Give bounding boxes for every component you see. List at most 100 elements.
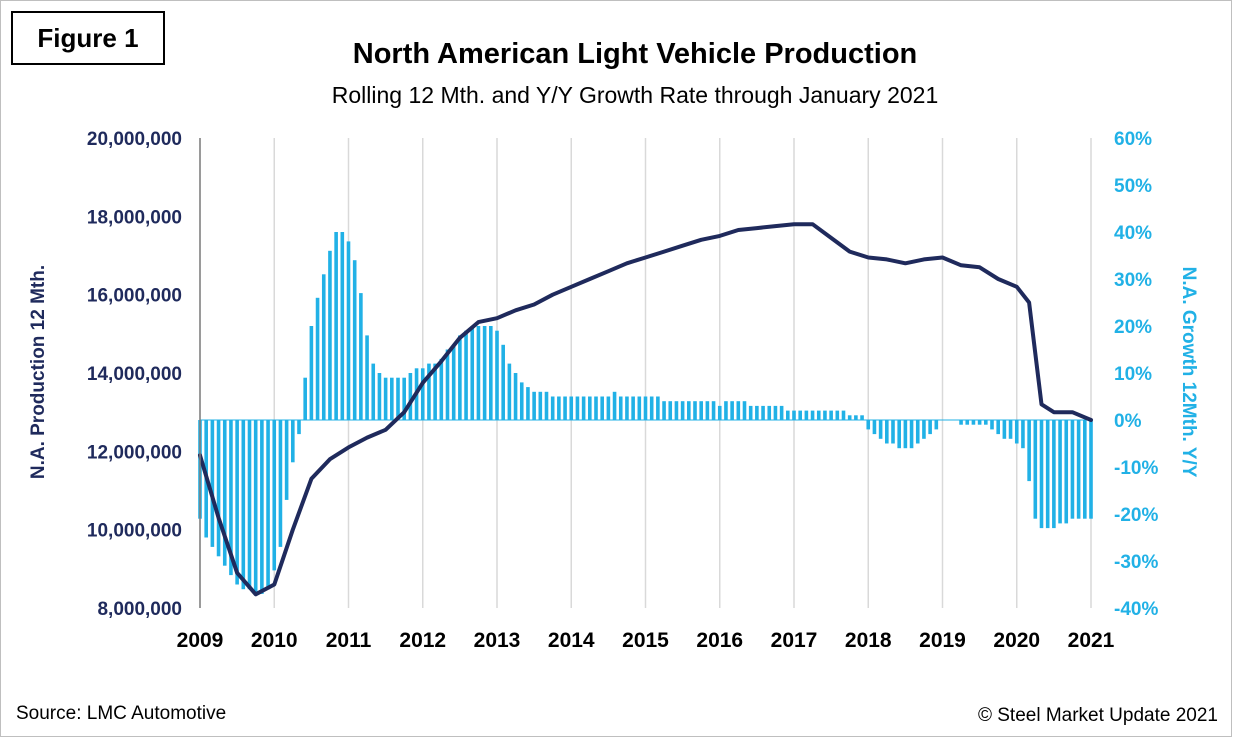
x-tick-label: 2012: [399, 629, 446, 652]
growth-bar: [742, 401, 747, 420]
growth-bar: [359, 293, 363, 420]
right-tick-label: 10%: [1114, 364, 1152, 385]
x-tick-label: 2014: [548, 629, 595, 652]
growth-bar: [569, 396, 574, 420]
growth-bar: [315, 297, 320, 420]
growth-bar: [1002, 420, 1007, 439]
x-tick-label: 2021: [1068, 629, 1115, 652]
chart-subtitle: Rolling 12 Mth. and Y/Y Growth Rate thro…: [331, 82, 939, 108]
growth-bar: [427, 363, 431, 420]
growth-bar: [328, 250, 332, 420]
growth-bars: [198, 232, 1093, 594]
growth-bar: [408, 373, 413, 420]
right-tick-label: -10%: [1114, 458, 1158, 479]
growth-bar: [544, 391, 549, 420]
right-tick-label: 0%: [1114, 411, 1142, 432]
growth-bar: [872, 420, 877, 435]
growth-bar: [674, 401, 679, 420]
x-tick-label: 2010: [251, 629, 298, 652]
left-tick-label: 20,000,000: [87, 129, 182, 150]
growth-bar: [1008, 420, 1013, 439]
growth-bar: [792, 410, 796, 420]
growth-bar: [600, 396, 604, 420]
growth-bar: [971, 420, 976, 425]
growth-bar: [786, 410, 790, 420]
right-tick-label: 60%: [1114, 129, 1152, 150]
growth-bar: [903, 420, 908, 449]
growth-bar: [526, 387, 530, 420]
growth-bar: [878, 420, 883, 439]
growth-bar: [581, 396, 586, 420]
right-axis-ticks: -40% -30% -20% -10% 0% 10% 20% 30% 40% 50% 60%: [1114, 129, 1158, 620]
growth-bar: [984, 420, 988, 425]
growth-bar: [1021, 420, 1025, 449]
growth-bar: [303, 377, 307, 420]
production-line-layer: [198, 222, 1093, 597]
right-tick-label: -30%: [1114, 552, 1158, 573]
growth-bar: [717, 405, 722, 420]
growth-bar: [451, 344, 456, 420]
growth-bar: [1027, 420, 1031, 482]
growth-bar: [235, 420, 239, 585]
growth-bar: [476, 326, 481, 420]
growth-bar: [266, 420, 270, 590]
growth-bar: [229, 420, 233, 576]
figure-label: Figure 1: [11, 11, 165, 65]
growth-bar: [482, 326, 487, 420]
growth-bar: [538, 391, 543, 420]
growth-bar: [352, 260, 357, 420]
growth-bar: [402, 377, 406, 420]
growth-bar: [458, 335, 462, 420]
growth-bar: [810, 410, 815, 420]
growth-bar: [334, 232, 338, 420]
growth-bar: [687, 401, 691, 420]
x-tick-label: 2011: [326, 629, 372, 652]
growth-bar: [445, 349, 450, 420]
growth-bar: [420, 368, 425, 420]
left-tick-label: 14,000,000: [87, 364, 182, 385]
growth-bar: [222, 420, 227, 566]
growth-bar: [340, 232, 345, 420]
production-line: [198, 222, 1093, 597]
growth-bar: [736, 401, 741, 420]
right-tick-label: 20%: [1114, 317, 1152, 338]
growth-bar: [297, 420, 301, 435]
growth-bar: [439, 358, 444, 420]
growth-bar: [885, 420, 889, 444]
growth-bar: [860, 415, 864, 420]
growth-bar: [816, 410, 821, 420]
right-tick-label: 50%: [1114, 176, 1152, 197]
growth-bar: [1070, 420, 1075, 519]
growth-bar: [309, 326, 314, 420]
growth-bar: [631, 396, 635, 420]
growth-bar: [1052, 420, 1056, 529]
growth-bar: [346, 241, 351, 420]
growth-bar: [575, 396, 580, 420]
growth-bar: [1058, 420, 1062, 524]
growth-bar: [588, 396, 592, 420]
x-tick-label: 2013: [474, 629, 521, 652]
growth-bar: [612, 391, 617, 420]
growth-bar: [637, 396, 642, 420]
growth-bar: [501, 344, 505, 420]
growth-bar: [216, 420, 221, 557]
growth-bar: [773, 405, 778, 420]
growth-bar: [594, 396, 598, 420]
growth-bar: [365, 335, 369, 420]
growth-bar: [513, 373, 518, 420]
x-tick-label: 2018: [845, 629, 892, 652]
growth-bar: [532, 391, 536, 420]
growth-bar: [977, 420, 982, 425]
growth-bar: [278, 420, 283, 547]
growth-bar: [668, 401, 673, 420]
x-tick-label: 2020: [993, 629, 1040, 652]
growth-bar: [835, 410, 840, 420]
source-note: Source: LMC Automotive: [16, 703, 227, 724]
growth-bar: [377, 373, 382, 420]
growth-bar: [730, 401, 734, 420]
growth-bar: [693, 401, 697, 420]
growth-bar: [854, 415, 858, 420]
growth-bar: [891, 420, 895, 444]
